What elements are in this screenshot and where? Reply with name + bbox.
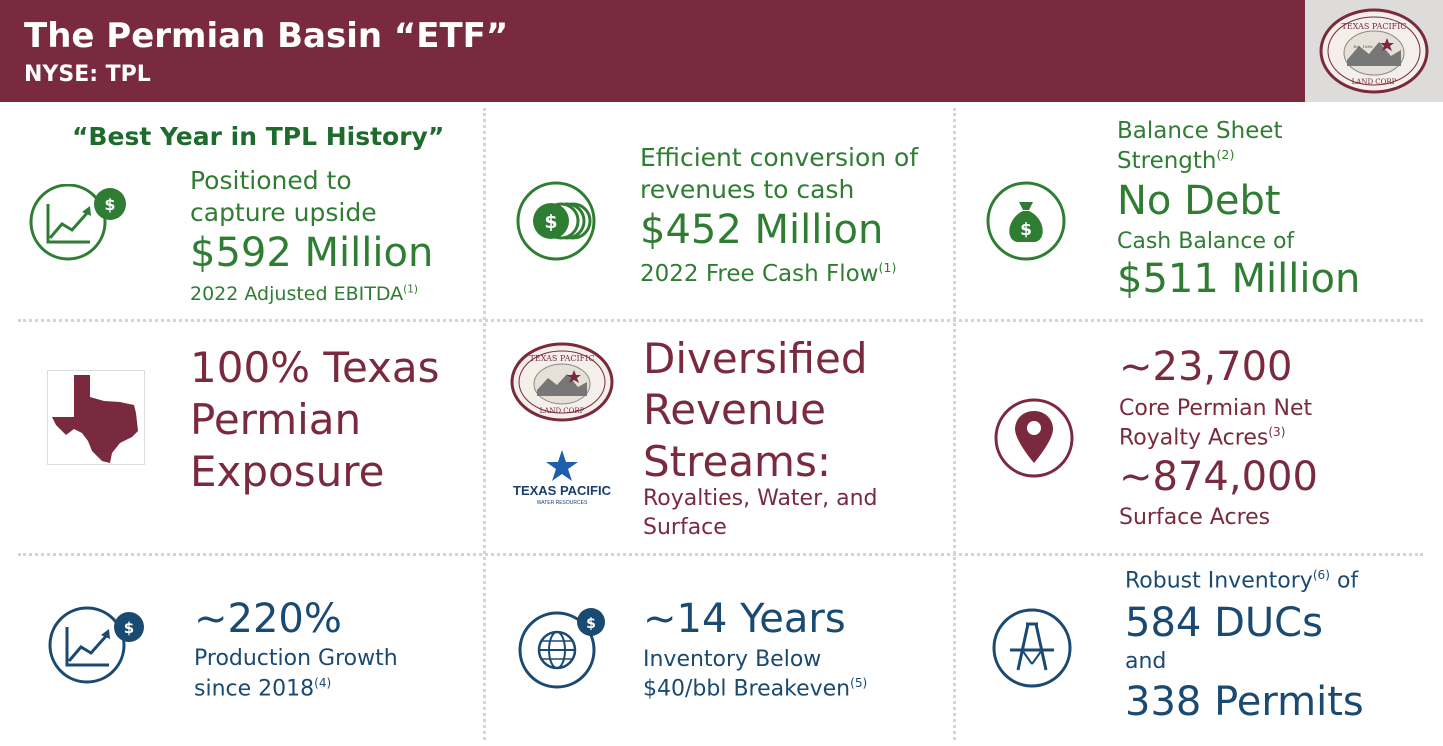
svg-text:TEXAS PACIFIC: TEXAS PACIFIC bbox=[513, 483, 612, 498]
balance-no-debt: No Debt bbox=[1117, 178, 1281, 224]
svg-text:$: $ bbox=[1020, 220, 1032, 240]
growth-chart-dollar-icon: $ bbox=[29, 184, 126, 261]
svg-text:$: $ bbox=[586, 616, 596, 632]
texas-line3: Exposure bbox=[190, 447, 385, 496]
money-bag-icon: $ bbox=[986, 181, 1066, 261]
inventory-value: ~14 Years bbox=[643, 596, 846, 642]
inventory-line1: Inventory Below bbox=[643, 647, 822, 672]
production-line2: since 2018(4) bbox=[194, 676, 332, 702]
fcf-caption: 2022 Free Cash Flow(1) bbox=[640, 260, 897, 287]
svg-text:$: $ bbox=[544, 211, 557, 233]
svg-text:TEXAS PACIFIC: TEXAS PACIFIC bbox=[530, 354, 595, 363]
ducs-line1: Robust Inventory(6) of bbox=[1125, 568, 1359, 594]
balance-caption: Cash Balance of bbox=[1117, 229, 1295, 254]
texas-line1: 100% Texas bbox=[190, 343, 440, 392]
revenue-line2: Revenue bbox=[643, 385, 826, 434]
ebitda-value: $592 Million bbox=[190, 230, 434, 276]
revenue-line5: Surface bbox=[643, 515, 727, 540]
ebitda-line2: capture upside bbox=[190, 198, 377, 227]
svg-text:LAND CORP: LAND CORP bbox=[540, 407, 585, 415]
coin-stack-icon: $ bbox=[516, 181, 596, 261]
row-divider bbox=[18, 553, 1423, 556]
column-divider bbox=[483, 108, 486, 740]
balance-line1: Balance Sheet bbox=[1117, 118, 1283, 144]
revenue-line3: Streams: bbox=[643, 437, 831, 486]
tpwr-logo-icon: TEXAS PACIFIC WATER RESOURCES bbox=[513, 450, 612, 506]
svg-text:Est. 1888: Est. 1888 bbox=[1353, 44, 1373, 49]
balance-value: $511 Million bbox=[1117, 256, 1361, 302]
inventory-line2: $40/bbl Breakeven(5) bbox=[643, 676, 868, 702]
ebitda-line1: Positioned to bbox=[190, 166, 352, 195]
acres-caption: Surface Acres bbox=[1119, 505, 1271, 530]
ducs-value2: 338 Permits bbox=[1125, 679, 1364, 725]
ebitda-caption: 2022 Adjusted EBITDA(1) bbox=[190, 283, 418, 305]
drilling-rig-icon bbox=[992, 608, 1072, 688]
globe-dollar-icon: $ bbox=[518, 608, 605, 689]
production-value: ~220% bbox=[194, 596, 342, 642]
tpl-seal-icon: TEXAS PACIFIC LAND CORP Est. 1888 bbox=[1319, 8, 1429, 94]
svg-text:TEXAS PACIFIC: TEXAS PACIFIC bbox=[1342, 22, 1407, 31]
svg-text:$: $ bbox=[104, 195, 115, 214]
page-title: The Permian Basin “ETF” bbox=[24, 16, 509, 56]
fcf-line2: revenues to cash bbox=[640, 175, 855, 204]
ducs-and: and bbox=[1125, 649, 1167, 674]
fcf-line1: Efficient conversion of bbox=[640, 143, 919, 172]
header-bar: The Permian Basin “ETF” NYSE: TPL bbox=[0, 0, 1305, 102]
acres-value2: ~874,000 bbox=[1119, 454, 1318, 500]
company-logo: TEXAS PACIFIC LAND CORP Est. 1888 bbox=[1305, 0, 1443, 102]
page-subtitle: NYSE: TPL bbox=[24, 62, 151, 87]
column-divider bbox=[953, 108, 956, 740]
acres-line2: Royalty Acres(3) bbox=[1119, 425, 1286, 451]
revenue-line1: Diversified bbox=[643, 334, 868, 383]
growth-chart-dollar-icon: $ bbox=[48, 606, 144, 684]
ebitda-tagline: “Best Year in TPL History” bbox=[72, 122, 445, 151]
texas-line2: Permian bbox=[190, 395, 362, 444]
texas-map-icon bbox=[47, 370, 145, 465]
balance-line2: Strength(2) bbox=[1117, 147, 1235, 174]
acres-value1: ~23,700 bbox=[1119, 344, 1293, 390]
acres-line1: Core Permian Net bbox=[1119, 396, 1313, 421]
fcf-value: $452 Million bbox=[640, 207, 884, 253]
tpl-seal-icon: TEXAS PACIFIC LAND CORP bbox=[510, 342, 614, 422]
row-divider bbox=[18, 319, 1423, 322]
production-line1: Production Growth bbox=[194, 646, 398, 671]
location-pin-icon bbox=[994, 398, 1074, 478]
svg-text:$: $ bbox=[124, 619, 134, 637]
revenue-line4: Royalties, Water, and bbox=[643, 486, 878, 511]
svg-text:LAND CORP: LAND CORP bbox=[1352, 78, 1397, 86]
svg-text:WATER RESOURCES: WATER RESOURCES bbox=[537, 500, 588, 506]
ducs-value1: 584 DUCs bbox=[1125, 600, 1323, 646]
